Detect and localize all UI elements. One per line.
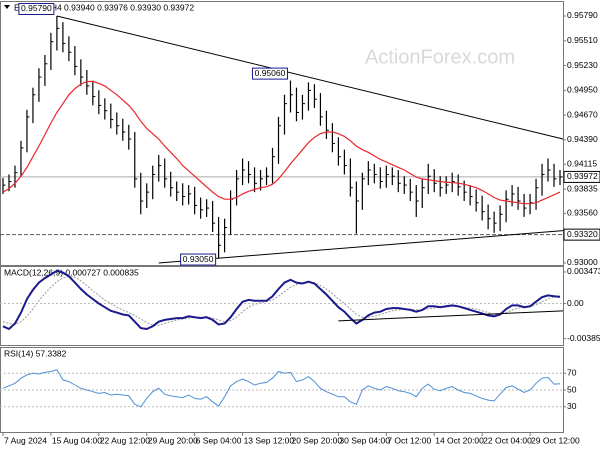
macd-signal (2, 275, 561, 326)
annotation-label: 0.95790 (21, 3, 52, 13)
trend-line (56, 15, 564, 140)
macd-line (2, 269, 561, 331)
x-tick-label: 7 Oct 12:00 (387, 435, 431, 445)
rsi-line (2, 369, 561, 408)
y-tick-label: 70 (567, 367, 577, 377)
macd-panel (0, 266, 564, 346)
x-tick-label: 20 Sep 20:00 (291, 435, 342, 445)
macd-label: MACD(12,26,9) 0.000727 0.000835 (4, 267, 139, 277)
price-label-box (563, 228, 600, 241)
price-label-box (563, 170, 600, 183)
price-label: 0.93972 (567, 171, 598, 181)
x-tick-label: 15 Aug 04:00 (52, 435, 102, 445)
trend-line (158, 230, 564, 264)
y-tick-label: -0.003851 (567, 333, 600, 343)
x-tick-label: 29 Aug 20:00 (148, 435, 198, 445)
x-tick-label: 22 Oct 04:00 (483, 435, 532, 445)
x-tick-label: 29 Oct 12:00 (531, 435, 580, 445)
y-tick-label: 0.003473 (567, 266, 600, 276)
y-tick-label: 0.00 (567, 298, 584, 308)
annotation-box (18, 2, 55, 15)
y-tick-label: 30 (567, 401, 577, 411)
y-tick-label: 0.94390 (567, 134, 598, 144)
chart-title: EURCHF,H4 0.93940 0.93976 0.93930 0.9397… (14, 2, 194, 12)
y-tick-label: 0.93835 (567, 183, 598, 193)
annotation-box (251, 67, 288, 80)
price-panel (0, 1, 564, 266)
y-tick-label: 0.95510 (567, 35, 598, 45)
rsi-label: RSI(14) 57.3382 (4, 348, 67, 358)
y-tick-label: 50 (567, 384, 577, 394)
x-tick-label: 13 Sep 12:00 (244, 435, 295, 445)
x-tick-label: 7 Aug 2024 (4, 435, 47, 445)
moving-average (2, 80, 561, 205)
y-tick-label: 0.94670 (567, 109, 598, 119)
title-arrow (4, 5, 10, 9)
y-tick-label: 0.95790 (567, 10, 598, 20)
watermark: ActionForex.com (365, 46, 515, 68)
y-tick-label: 0.94115 (567, 159, 597, 169)
macd-trend-line (338, 310, 564, 322)
annotation-box (180, 253, 217, 266)
annotation-label: 0.93050 (183, 254, 214, 264)
y-tick-label: 0.95230 (567, 60, 598, 70)
x-tick-label: 30 Sep 04:00 (339, 435, 390, 445)
x-tick-label: 6 Sep 04:00 (196, 435, 242, 445)
x-tick-label: 14 Oct 20:00 (435, 435, 484, 445)
x-tick-label: 22 Aug 12:00 (100, 435, 150, 445)
y-tick-label: 0.93560 (567, 208, 598, 218)
annotation-label: 0.95060 (255, 68, 286, 78)
price-label: 0.93320 (567, 229, 598, 239)
y-tick-label: 0.93000 (567, 257, 598, 267)
y-tick-label: 0.94950 (567, 85, 598, 95)
